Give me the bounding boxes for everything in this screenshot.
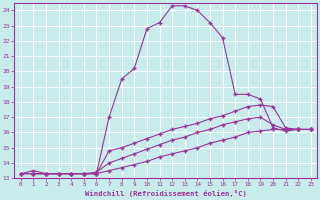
X-axis label: Windchill (Refroidissement éolien,°C): Windchill (Refroidissement éolien,°C) xyxy=(85,190,247,197)
